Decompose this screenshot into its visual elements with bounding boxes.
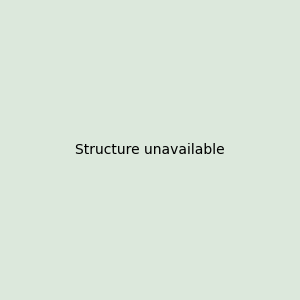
Text: Structure unavailable: Structure unavailable — [75, 143, 225, 157]
